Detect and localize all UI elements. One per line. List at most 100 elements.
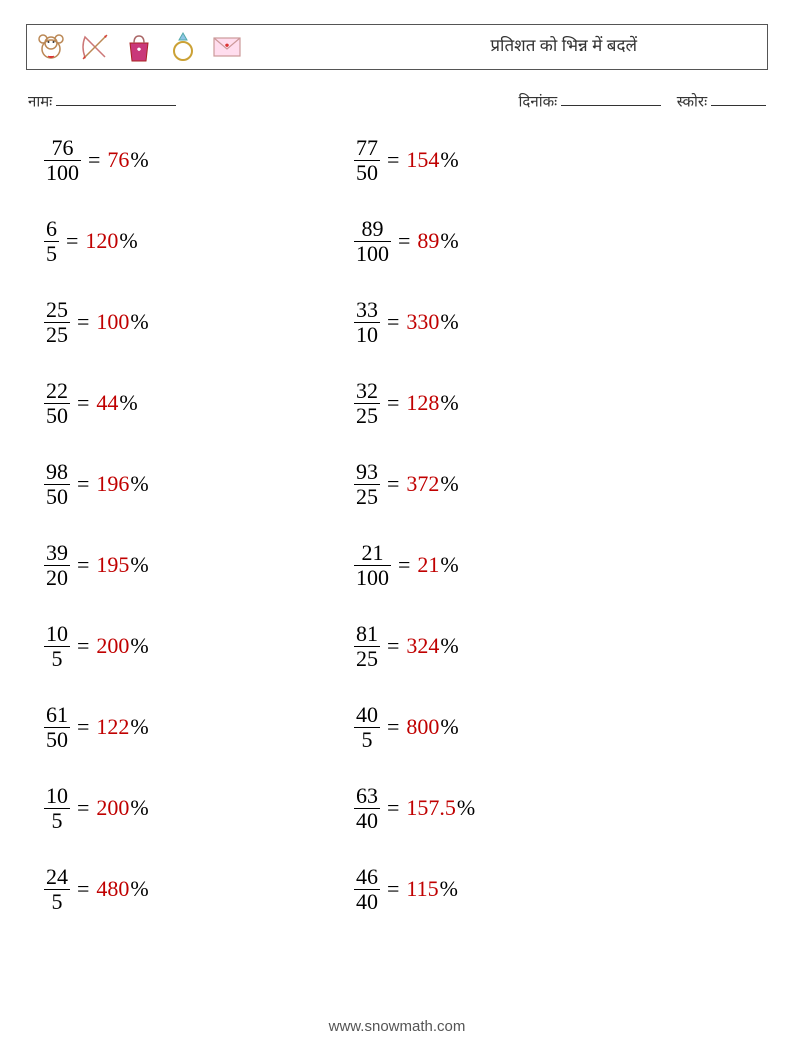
header-icons — [33, 29, 245, 65]
percent-sign: % — [130, 311, 148, 333]
answer-value: 480 — [96, 878, 129, 900]
percent-sign: % — [130, 635, 148, 657]
percent-sign: % — [440, 311, 458, 333]
problem-item: 6340=157.5% — [354, 783, 664, 833]
fraction: 6340 — [354, 784, 380, 833]
header-box: प्रतिशत को भिन्न में बदलें — [26, 24, 768, 70]
equals-sign: = — [387, 878, 399, 900]
denominator: 5 — [44, 242, 59, 266]
denominator: 25 — [354, 647, 380, 671]
fraction: 245 — [44, 865, 70, 914]
answer-value: 120 — [85, 230, 118, 252]
equals-sign: = — [88, 149, 100, 171]
equals-sign: = — [387, 473, 399, 495]
numerator: 33 — [354, 298, 380, 322]
numerator: 10 — [44, 622, 70, 646]
problem-item: 105=200% — [44, 621, 354, 671]
numerator: 46 — [354, 865, 380, 889]
problem-item: 2525 = 100% — [44, 297, 354, 347]
answer-value: 89 — [417, 230, 439, 252]
numerator: 39 — [44, 541, 70, 565]
equals-sign: = — [77, 635, 89, 657]
denominator: 25 — [44, 323, 70, 347]
denominator: 50 — [44, 485, 70, 509]
fraction: 2250 — [44, 379, 70, 428]
answer-value: 330 — [406, 311, 439, 333]
problem-item: 8125 = 324% — [354, 621, 664, 671]
equals-sign: = — [398, 554, 410, 576]
numerator: 63 — [354, 784, 380, 808]
problem-item: 9325 = 372% — [354, 459, 664, 509]
denominator: 5 — [50, 890, 65, 914]
answer-value: 122 — [96, 716, 129, 738]
answer-value: 324 — [406, 635, 439, 657]
percent-sign: % — [440, 230, 458, 252]
problem-item: 76100 = 76% — [44, 135, 354, 185]
denominator: 40 — [354, 809, 380, 833]
percent-sign: % — [130, 716, 148, 738]
percent-sign: % — [130, 473, 148, 495]
percent-sign: % — [130, 149, 148, 171]
score-blank[interactable] — [711, 88, 766, 106]
fraction: 4640 — [354, 865, 380, 914]
numerator: 40 — [354, 703, 380, 727]
answer-value: 128 — [406, 392, 439, 414]
fraction: 65 — [44, 217, 59, 266]
name-blank[interactable] — [56, 88, 176, 106]
fraction: 3225 — [354, 379, 380, 428]
worksheet-page: प्रतिशत को भिन्न में बदलें नामः दिनांकः … — [0, 0, 794, 1053]
percent-sign: % — [440, 878, 458, 900]
problem-item: 3225=128% — [354, 378, 664, 428]
equals-sign: = — [387, 635, 399, 657]
fraction: 76100 — [44, 136, 81, 185]
answer-value: 800 — [406, 716, 439, 738]
denominator: 100 — [354, 566, 391, 590]
fraction: 2525 — [44, 298, 70, 347]
fraction: 405 — [354, 703, 380, 752]
percent-sign: % — [440, 149, 458, 171]
answer-value: 200 — [96, 797, 129, 819]
teddy-bear-icon — [33, 29, 69, 65]
percent-sign: % — [440, 554, 458, 576]
equals-sign: = — [387, 392, 399, 414]
date-score-group: दिनांकः स्कोरः — [519, 88, 766, 113]
fraction: 9325 — [354, 460, 380, 509]
answer-value: 100 — [96, 311, 129, 333]
equals-sign: = — [387, 149, 399, 171]
equals-sign: = — [77, 311, 89, 333]
problem-item: 21100=21% — [354, 540, 664, 590]
meta-row: नामः दिनांकः स्कोरः — [28, 88, 766, 113]
answer-value: 200 — [96, 635, 129, 657]
answer-value: 154 — [406, 149, 439, 171]
date-blank[interactable] — [561, 88, 661, 106]
denominator: 20 — [44, 566, 70, 590]
bow-arrow-icon — [77, 29, 113, 65]
percent-sign: % — [440, 716, 458, 738]
equals-sign: = — [66, 230, 78, 252]
fraction: 8125 — [354, 622, 380, 671]
denominator: 50 — [44, 728, 70, 752]
fraction: 21100 — [354, 541, 391, 590]
percent-sign: % — [440, 635, 458, 657]
numerator: 6 — [44, 217, 59, 241]
numerator: 25 — [44, 298, 70, 322]
denominator: 10 — [354, 323, 380, 347]
answer-value: 372 — [406, 473, 439, 495]
numerator: 77 — [354, 136, 380, 160]
percent-sign: % — [119, 230, 137, 252]
percent-sign: % — [440, 473, 458, 495]
answer-value: 195 — [96, 554, 129, 576]
answer-value: 44 — [96, 392, 118, 414]
fraction: 89100 — [354, 217, 391, 266]
gift-bag-icon — [121, 29, 157, 65]
name-label: नामः — [28, 94, 52, 113]
numerator: 98 — [44, 460, 70, 484]
equals-sign: = — [77, 878, 89, 900]
footer-url: www.snowmath.com — [0, 1018, 794, 1035]
numerator: 76 — [50, 136, 76, 160]
equals-sign: = — [77, 473, 89, 495]
score-label: स्कोरः — [677, 94, 707, 113]
problem-item: 2250=44% — [44, 378, 354, 428]
problem-item: 65 = 120% — [44, 216, 354, 266]
fraction: 105 — [44, 784, 70, 833]
